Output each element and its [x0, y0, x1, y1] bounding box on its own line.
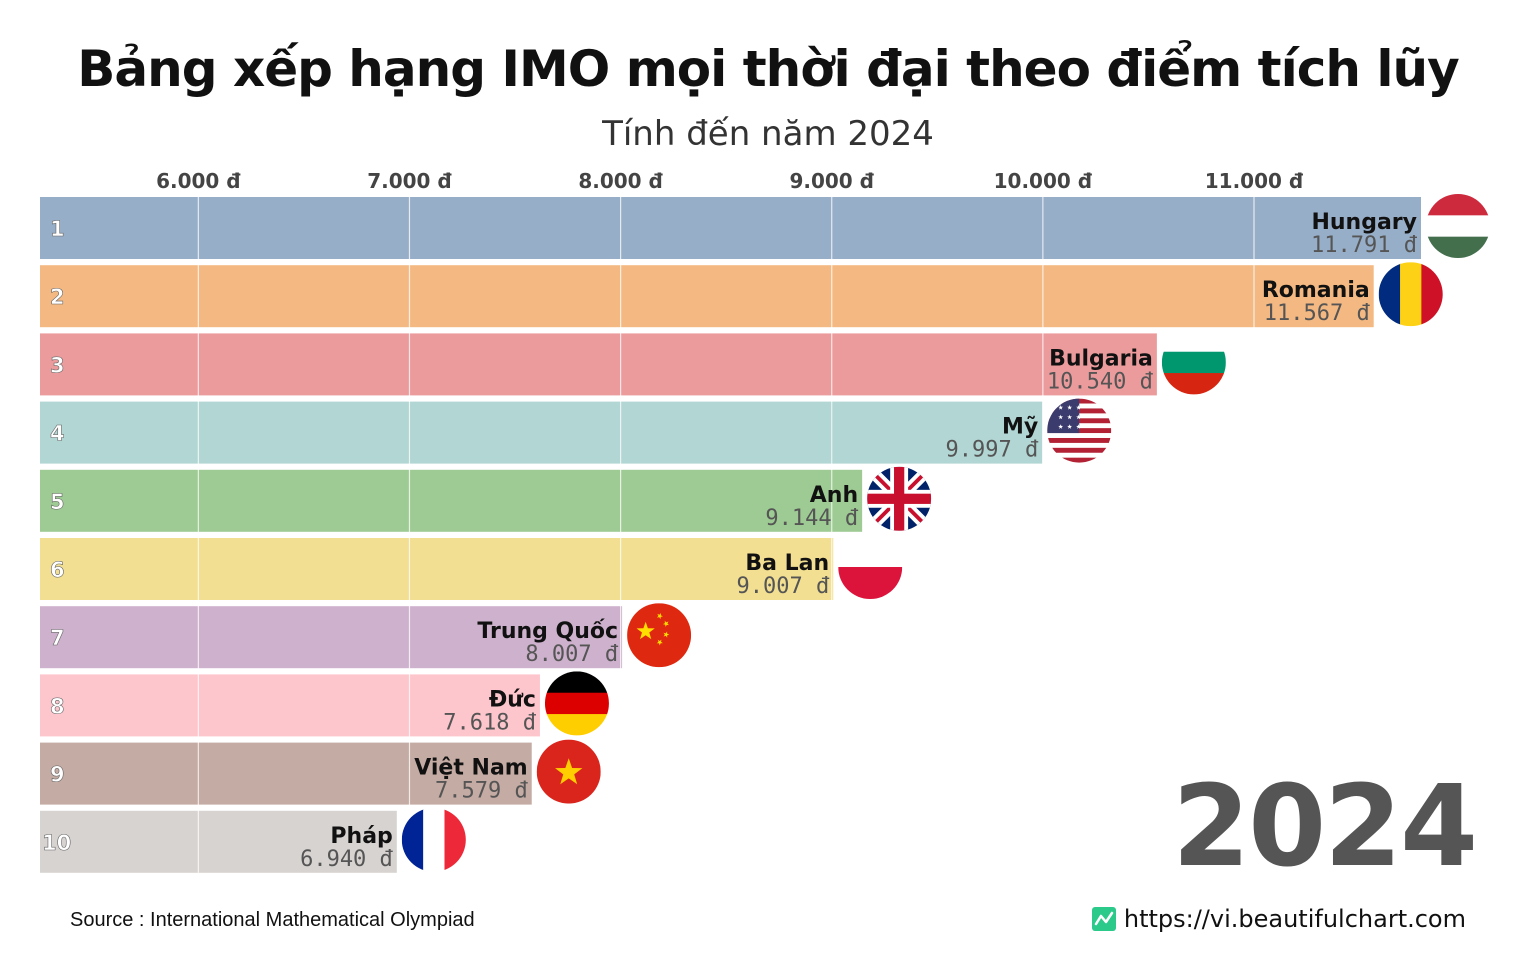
romania-flag-icon	[1378, 262, 1443, 327]
bulgaria-flag-icon	[1161, 330, 1226, 395]
bar	[40, 742, 532, 805]
gridlines	[197, 197, 1255, 873]
country-label: Pháp	[330, 824, 392, 849]
value-label: 7.579 đ	[435, 779, 528, 804]
germany-flag-icon	[544, 671, 609, 736]
rank-label: 2	[50, 285, 65, 309]
vietnam-flag-icon	[536, 739, 601, 804]
bar	[40, 265, 1374, 328]
x-tick-label: 11.000 đ	[1205, 169, 1304, 193]
site-url: https://vi.beautifulchart.com	[1123, 905, 1466, 933]
value-label: 9.997 đ	[946, 438, 1039, 463]
rank-label: 8	[50, 694, 65, 718]
country-label: Đức	[489, 687, 536, 712]
rank-label: 4	[50, 422, 65, 446]
bar-chart: 6.000 đ 7.000 đ 8.000 đ 9.000 đ 10.000 đ 11.0…	[40, 169, 1490, 873]
bar	[40, 810, 397, 873]
value-label: 11.567 đ	[1264, 301, 1371, 326]
bar	[40, 197, 1421, 259]
value-label: 9.007 đ	[736, 574, 829, 599]
rank-label: 6	[50, 558, 65, 582]
rank-label: 3	[50, 353, 65, 377]
value-label: 8.007 đ	[525, 642, 618, 667]
china-flag-icon	[627, 603, 692, 668]
x-tick-label: 8.000 đ	[578, 169, 663, 193]
hungary-flag-icon	[1426, 194, 1490, 258]
value-label: 7.618 đ	[443, 710, 536, 735]
rank-label: 7	[50, 626, 65, 650]
site-link[interactable]: https://vi.beautifulchart.com	[1091, 905, 1466, 933]
country-label: Anh	[810, 483, 858, 508]
bar	[40, 333, 1157, 396]
country-label: Việt Nam	[414, 756, 527, 781]
rank-label: 5	[50, 490, 65, 514]
country-label: Ba Lan	[745, 551, 829, 576]
bars	[40, 197, 1421, 873]
usa-flag-icon	[1047, 398, 1112, 463]
country-label: Romania	[1262, 278, 1370, 303]
poland-flag-icon	[838, 535, 903, 599]
country-label: Bulgaria	[1049, 346, 1153, 371]
bar	[40, 469, 863, 532]
uk-flag-icon	[867, 466, 932, 531]
bar	[40, 674, 540, 737]
beautifulchart-logo-icon	[1091, 907, 1116, 931]
chart-title: Bảng xếp hạng IMO mọi thời đại theo điểm…	[77, 40, 1459, 98]
x-tick-label: 7.000 đ	[367, 169, 452, 193]
rank-label: 1	[50, 217, 65, 241]
value-label: 11.791 đ	[1311, 233, 1418, 258]
country-label: Mỹ	[1002, 415, 1038, 440]
x-tick-label: 10.000 đ	[994, 169, 1093, 193]
bar	[40, 401, 1043, 464]
country-label: Trung Quốc	[477, 619, 618, 644]
year-label: 2024	[1172, 762, 1478, 892]
x-tick-label: 6.000 đ	[156, 169, 241, 193]
x-tick-label: 9.000 đ	[789, 169, 874, 193]
rank-label: 10	[42, 831, 71, 855]
bar	[40, 606, 623, 669]
france-flag-icon	[401, 807, 466, 872]
country-label: Hungary	[1311, 210, 1417, 235]
flags	[401, 194, 1490, 872]
value-label: 6.940 đ	[300, 847, 393, 872]
value-label: 9.144 đ	[765, 506, 858, 531]
x-axis: 6.000 đ 7.000 đ 8.000 đ 9.000 đ 10.000 đ 11.0…	[156, 169, 1304, 193]
bar	[40, 538, 834, 600]
chart-subtitle: Tính đến năm 2024	[602, 114, 934, 154]
rank-label: 9	[50, 763, 65, 787]
value-label: 10.540 đ	[1047, 369, 1154, 394]
source-note: Source : International Mathematical Olym…	[70, 909, 475, 931]
